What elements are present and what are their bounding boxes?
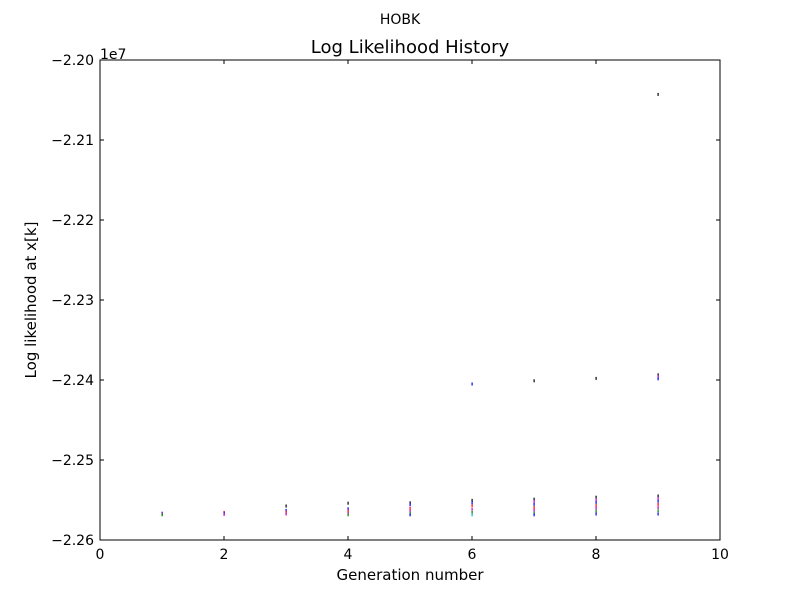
x-tick-label: 2	[220, 547, 229, 563]
data-point	[471, 382, 473, 386]
data-point	[533, 506, 535, 510]
data-point	[657, 509, 659, 513]
points-layer	[161, 92, 659, 517]
figure-suptitle: HOBK	[380, 12, 421, 28]
x-axis-label: Generation number	[337, 566, 485, 584]
data-point	[285, 510, 287, 514]
data-point	[595, 504, 597, 508]
data-point	[471, 501, 473, 505]
data-point	[471, 507, 473, 511]
data-point	[657, 92, 659, 96]
data-point	[533, 379, 535, 383]
data-point	[533, 508, 535, 512]
data-point	[595, 498, 597, 502]
data-point	[657, 496, 659, 500]
data-point	[533, 513, 535, 517]
data-point	[347, 509, 349, 513]
data-point	[657, 499, 659, 503]
x-tick-label: 0	[96, 547, 105, 563]
data-point	[347, 507, 349, 511]
data-point	[409, 501, 411, 505]
data-point	[595, 506, 597, 510]
data-point	[409, 513, 411, 517]
data-point	[657, 512, 659, 516]
x-tick-label: 6	[468, 547, 477, 563]
data-point	[533, 497, 535, 501]
data-point	[595, 509, 597, 513]
data-point	[657, 494, 659, 498]
data-point	[285, 512, 287, 516]
ticks-layer: 0 2 4 6 8 10 −2.26 −2.25 −2.24 −2.23 −2.22 −2.21 −2.…	[51, 53, 729, 563]
y-tick-label: −2.20	[51, 53, 94, 69]
data-point	[285, 504, 287, 508]
x-tick-label: 10	[711, 547, 729, 563]
data-point	[285, 508, 287, 512]
y-axis-label: Log likelihood at x[k]	[22, 222, 40, 379]
y-tick-label: −2.21	[51, 133, 94, 149]
data-point	[657, 506, 659, 510]
data-point	[409, 509, 411, 513]
data-point	[471, 513, 473, 517]
data-point	[533, 500, 535, 504]
x-tick-label: 4	[344, 547, 353, 563]
data-point	[657, 373, 659, 377]
data-point	[409, 506, 411, 510]
data-point	[657, 375, 659, 379]
data-point	[595, 376, 597, 380]
data-point	[595, 500, 597, 504]
y-tick-label: −2.24	[51, 373, 94, 389]
data-point	[533, 502, 535, 506]
y-tick-label: −2.23	[51, 293, 94, 309]
data-point	[409, 503, 411, 507]
x-tick-label: 8	[592, 547, 601, 563]
y-tick-label: −2.26	[51, 533, 94, 549]
data-point	[347, 501, 349, 505]
data-point	[223, 512, 225, 516]
data-point	[347, 511, 349, 515]
data-point	[471, 498, 473, 502]
data-point	[347, 513, 349, 517]
data-point	[471, 510, 473, 514]
data-point	[533, 511, 535, 515]
data-point	[595, 512, 597, 516]
y-axis-offset-label: 1e7	[100, 47, 126, 63]
data-point	[471, 504, 473, 508]
data-point	[161, 513, 163, 517]
data-point	[409, 511, 411, 515]
data-point	[657, 377, 659, 381]
plot-area-frame	[99, 59, 721, 541]
y-tick-label: −2.22	[51, 213, 94, 229]
chart-title: Log Likelihood History	[311, 37, 510, 58]
data-point	[595, 495, 597, 499]
y-tick-label: −2.25	[51, 453, 94, 469]
data-point	[657, 502, 659, 506]
